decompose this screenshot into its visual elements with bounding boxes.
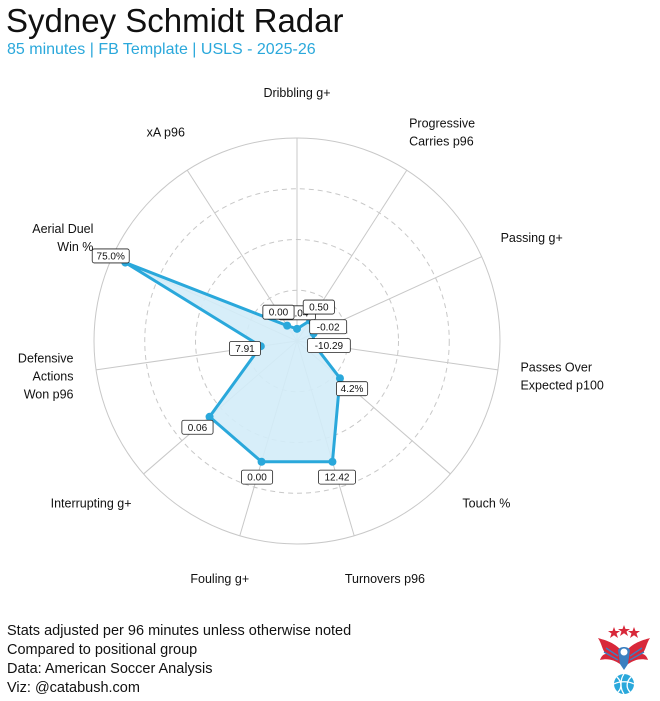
radar-area	[123, 261, 342, 464]
value-label: 0.06	[181, 419, 214, 435]
value-label: 7.91	[228, 341, 261, 356]
value-label: 75.0%	[91, 248, 130, 264]
data-point	[205, 412, 214, 421]
caption-line: Compared to positional group	[7, 642, 198, 658]
axis-label: Passes Over Expected p100	[520, 360, 603, 392]
svg-text:12.42: 12.42	[324, 473, 349, 484]
radar-data	[121, 258, 344, 466]
svg-text:-0.04: -0.04	[286, 308, 309, 319]
axis-label: Dribbling g+	[263, 86, 330, 100]
eagle-soccer-ball-logo	[598, 625, 650, 695]
radar-chart: -0.040.50 -0.02 -10.29 4.2% 12.42 0.00 0.06 7.9…	[18, 86, 604, 586]
axis-label: Turnovers p96	[345, 572, 425, 586]
data-point	[328, 457, 337, 466]
caption-line: Data: American Soccer Analysis	[7, 661, 213, 677]
axis-label: xA p96	[147, 125, 185, 139]
svg-text:4.2%: 4.2%	[341, 384, 364, 395]
caption-line: Viz: @catabush.com	[7, 680, 140, 696]
value-label: 0.50	[302, 299, 335, 315]
svg-text:0.00: 0.00	[269, 308, 289, 319]
axis-label: Defensive Actions Won p96	[18, 351, 74, 401]
svg-text:-0.02: -0.02	[317, 322, 340, 333]
caption: Stats adjusted per 96 minutes unless oth…	[7, 622, 351, 698]
value-label: 0.00	[241, 469, 274, 485]
svg-text:75.0%: 75.0%	[97, 251, 125, 262]
data-point	[257, 457, 266, 466]
axis-label: Passing g+	[501, 231, 563, 245]
axis-label: Progressive Carries p96	[409, 116, 475, 148]
page-title: Sydney Schmidt Radar	[6, 2, 344, 39]
data-point	[335, 374, 344, 383]
caption-line: Stats adjusted per 96 minutes unless oth…	[7, 623, 352, 639]
axis-label: Interrupting g+	[51, 496, 132, 510]
radar-labels: -0.040.50 -0.02 -10.29 4.2% 12.42 0.00 0.06 7.9…	[18, 86, 604, 586]
value-label: -0.02	[309, 319, 348, 335]
grid-ring	[144, 188, 450, 494]
axis-label: Touch %	[462, 496, 510, 510]
data-point	[283, 321, 292, 330]
value-label: 12.42	[318, 469, 356, 485]
page-subtitle: 85 minutes | FB Template | USLS - 2025-2…	[7, 41, 316, 58]
value-label: 4.2%	[336, 381, 369, 397]
data-point	[293, 324, 301, 333]
svg-text:-10.29: -10.29	[315, 341, 344, 352]
axis-label: Aerial Duel Win %	[32, 222, 93, 254]
svg-text:0.06: 0.06	[188, 423, 208, 434]
axis-label: Fouling g+	[190, 572, 249, 586]
svg-text:0.00: 0.00	[247, 473, 267, 484]
svg-text:7.91: 7.91	[235, 344, 255, 355]
value-label: 0.00	[262, 304, 295, 320]
value-label: -10.29	[307, 338, 351, 353]
svg-text:0.50: 0.50	[309, 303, 329, 314]
